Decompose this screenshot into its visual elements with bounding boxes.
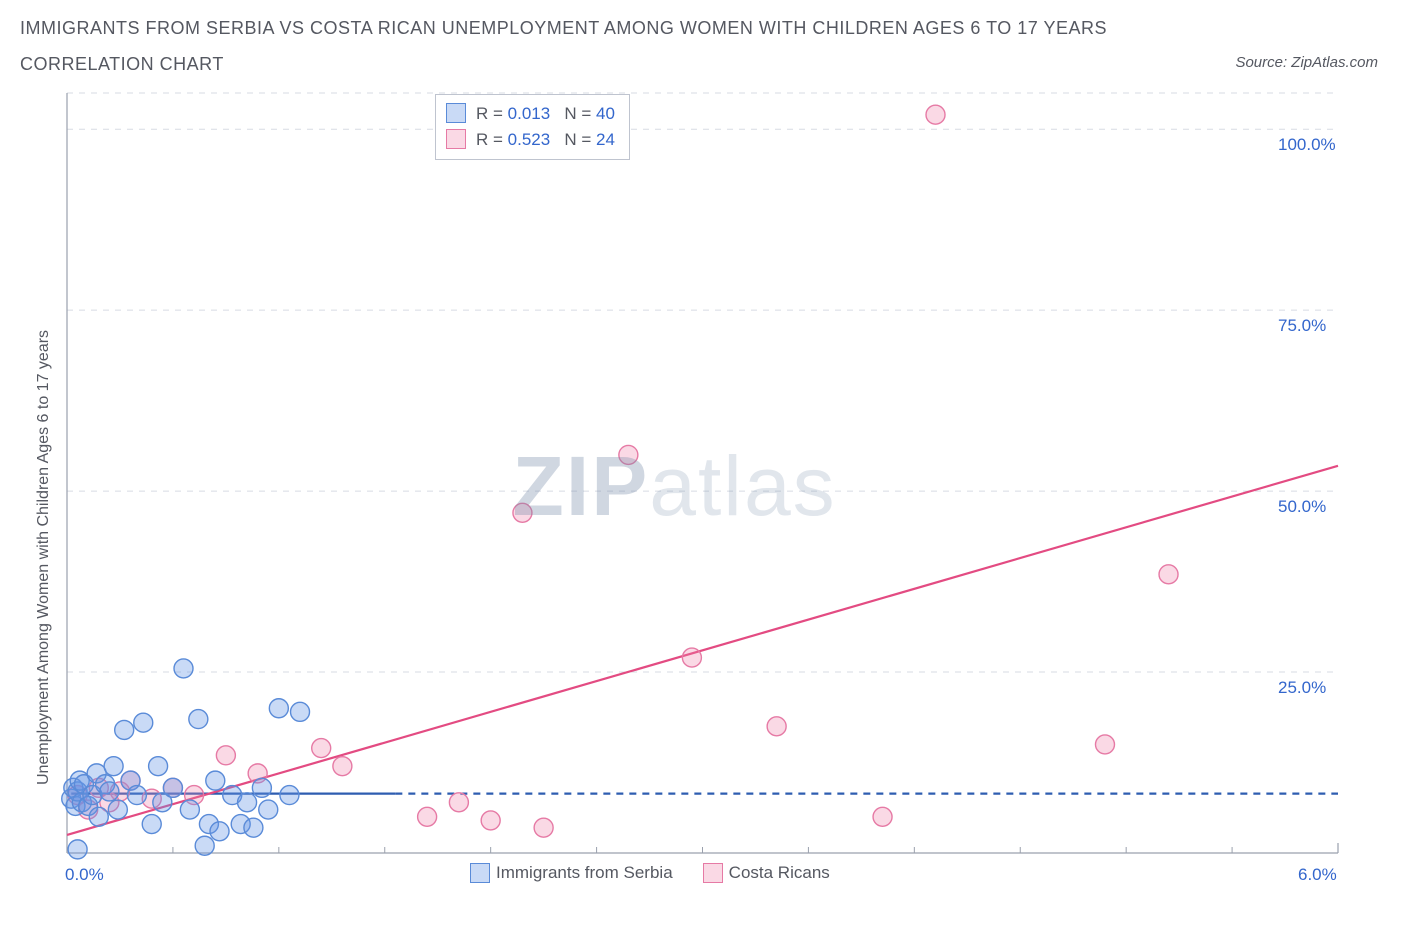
scatter-point xyxy=(89,807,108,826)
source-label: Source: ZipAtlas.com xyxy=(1235,54,1378,71)
y-tick-label: 50.0% xyxy=(1278,497,1326,517)
scatter-point xyxy=(534,818,553,837)
legend-swatch xyxy=(446,103,466,123)
correlation-legend-row: R = 0.013 N = 40 xyxy=(446,101,615,127)
scatter-point xyxy=(449,793,468,812)
scatter-point xyxy=(68,840,87,859)
y-tick-label: 75.0% xyxy=(1278,316,1326,336)
y-tick-label: 100.0% xyxy=(1278,135,1336,155)
scatter-point xyxy=(163,778,182,797)
legend-label: Immigrants from Serbia xyxy=(496,863,673,882)
scatter-point xyxy=(189,710,208,729)
scatter-point xyxy=(195,836,214,855)
scatter-point xyxy=(206,771,225,790)
chart-plot-area xyxy=(55,88,1373,888)
scatter-point xyxy=(926,105,945,124)
scatter-point xyxy=(291,702,310,721)
scatter-point xyxy=(127,786,146,805)
chart-title-line2: CORRELATION CHART xyxy=(20,54,224,75)
bottom-legend: Immigrants from Serbia Costa Ricans xyxy=(470,863,830,884)
scatter-point xyxy=(115,720,134,739)
scatter-point xyxy=(210,822,229,841)
scatter-point xyxy=(100,782,119,801)
scatter-point xyxy=(174,659,193,678)
y-tick-label: 25.0% xyxy=(1278,678,1326,698)
scatter-point xyxy=(873,807,892,826)
y-axis-label: Unemployment Among Women with Children A… xyxy=(35,330,53,785)
scatter-point xyxy=(682,648,701,667)
scatter-point xyxy=(142,815,161,834)
scatter-point xyxy=(767,717,786,736)
legend-swatch xyxy=(703,863,723,883)
scatter-point xyxy=(418,807,437,826)
legend-label: Costa Ricans xyxy=(729,863,830,882)
scatter-point xyxy=(238,793,257,812)
scatter-point xyxy=(134,713,153,732)
correlation-legend: R = 0.013 N = 40 R = 0.523 N = 24 xyxy=(435,94,630,160)
legend-item: Costa Ricans xyxy=(703,863,830,884)
scatter-point xyxy=(1159,565,1178,584)
legend-swatch xyxy=(470,863,490,883)
scatter-point xyxy=(1095,735,1114,754)
correlation-stats: R = 0.523 N = 24 xyxy=(476,130,615,150)
scatter-point xyxy=(513,503,532,522)
correlation-stats: R = 0.013 N = 40 xyxy=(476,104,615,124)
scatter-point xyxy=(244,818,263,837)
scatter-point xyxy=(104,757,123,776)
scatter-point xyxy=(280,786,299,805)
scatter-point xyxy=(269,699,288,718)
scatter-point xyxy=(312,739,331,758)
x-tick-label: 0.0% xyxy=(65,865,104,885)
legend-swatch xyxy=(446,129,466,149)
scatter-point xyxy=(259,800,278,819)
chart-title-line1: IMMIGRANTS FROM SERBIA VS COSTA RICAN UN… xyxy=(20,18,1107,39)
scatter-point xyxy=(180,800,199,819)
scatter-point xyxy=(149,757,168,776)
scatter-point xyxy=(333,757,352,776)
scatter-point xyxy=(252,778,271,797)
correlation-legend-row: R = 0.523 N = 24 xyxy=(446,127,615,153)
scatter-point xyxy=(108,800,127,819)
legend-item: Immigrants from Serbia xyxy=(470,863,673,884)
scatter-point xyxy=(619,445,638,464)
scatter-point xyxy=(481,811,500,830)
scatter-point xyxy=(216,746,235,765)
x-tick-label: 6.0% xyxy=(1298,865,1337,885)
